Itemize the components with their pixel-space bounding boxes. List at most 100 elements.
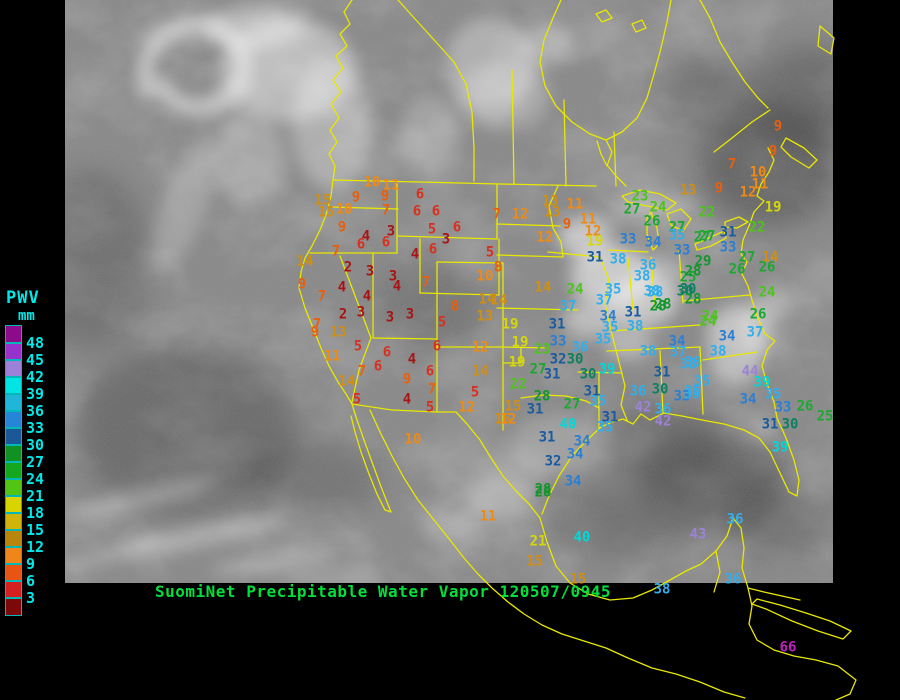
station-value: 37 (559, 298, 577, 315)
station-value: 34 (573, 433, 591, 450)
station-value: 22 (748, 219, 766, 236)
station-value: 10 (749, 164, 767, 181)
station-value: 35 (601, 319, 619, 336)
station-value: 6 (382, 344, 392, 361)
station-value: 12 (536, 229, 554, 246)
station-value: 7 (427, 381, 437, 398)
station-value: 7 (312, 316, 322, 333)
legend-label: 21 (26, 487, 45, 505)
station-value: 24 (758, 284, 776, 301)
station-value: 26 (749, 306, 767, 323)
station-value: 31 (624, 304, 642, 321)
station-value: 8 (493, 259, 503, 276)
station-value: 4 (410, 246, 420, 263)
station-value: 34 (566, 446, 584, 463)
station-value: 15 (504, 398, 522, 415)
station-value: 38 (639, 343, 657, 360)
station-value: 36 (654, 401, 672, 418)
station-value: 26 (728, 261, 746, 278)
station-value: 13 (543, 204, 561, 221)
legend-swatch (5, 376, 22, 395)
station-value: 14 (490, 292, 508, 309)
station-value: 15 (317, 204, 335, 221)
station-value: 37 (746, 324, 764, 341)
station-value: 10 (404, 431, 422, 448)
legend-swatch (5, 563, 22, 582)
station-value: 35 (596, 419, 614, 436)
station-value: 28 (649, 298, 667, 315)
station-value: 35 (693, 373, 711, 390)
station-value: 19 (508, 354, 526, 371)
station-value: 37 (595, 292, 613, 309)
station-value: 9 (310, 324, 320, 341)
station-value: 34 (564, 473, 582, 490)
station-value: 31 (601, 409, 619, 426)
station-value: 7 (331, 243, 341, 260)
station-value: 40 (559, 416, 577, 433)
station-value: 35 (604, 281, 622, 298)
legend-label: 30 (26, 436, 45, 454)
legend-swatch (5, 410, 22, 429)
station-value: 23 (533, 341, 551, 358)
station-value: 27 (529, 361, 547, 378)
station-value: 36 (724, 571, 742, 588)
station-value: 42 (634, 399, 652, 416)
station-value: 27 (668, 219, 686, 236)
station-value: 30 (651, 381, 669, 398)
station-value: 19 (764, 199, 782, 216)
station-value: 30 (579, 366, 597, 383)
station-value: 6 (428, 241, 438, 258)
legend-label: 15 (26, 521, 45, 539)
station-value: 31 (538, 429, 556, 446)
legend-unit: mm (18, 308, 35, 324)
station-value: 6 (412, 203, 422, 220)
station-value: 19 (501, 316, 519, 333)
station-value: 26 (796, 398, 814, 415)
station-value: 11 (751, 176, 769, 193)
station-value: 31 (719, 224, 737, 241)
station-value: 27 (738, 249, 756, 266)
station-value: 38 (709, 343, 727, 360)
station-value: 5 (425, 399, 435, 416)
station-value: 14 (296, 253, 314, 270)
station-value: 40 (573, 529, 591, 546)
station-value: 25 (679, 269, 697, 286)
station-value: 6 (373, 358, 383, 375)
station-value: 43 (689, 526, 707, 543)
station-value: 33 (549, 333, 567, 350)
station-value: 7 (357, 363, 367, 380)
station-value: 25 (816, 408, 834, 425)
legend-swatch (5, 529, 22, 548)
station-value: 33 (673, 242, 691, 259)
station-value: 33 (774, 399, 792, 416)
station-value: 6 (432, 338, 442, 355)
station-value: 35 (683, 386, 701, 403)
station-value: 5 (485, 244, 495, 261)
station-value: 9 (380, 188, 390, 205)
legend-label: 3 (26, 589, 36, 607)
legend-swatch (5, 546, 22, 565)
station-value: 3 (405, 306, 415, 323)
station-value: 28 (534, 481, 552, 498)
station-value: 32 (544, 453, 562, 470)
station-value: 31 (761, 416, 779, 433)
station-value: 10 (476, 268, 494, 285)
station-value: 7 (381, 202, 391, 219)
station-value: 11 (323, 348, 341, 365)
station-value: 6 (381, 234, 391, 251)
station-value: 4 (407, 351, 417, 368)
station-value: 9 (562, 216, 572, 233)
station-value: 3 (388, 268, 398, 285)
legend-swatch (5, 495, 22, 514)
station-value: 31 (653, 364, 671, 381)
station-value: 8 (450, 298, 460, 315)
legend-title: PWV (6, 288, 40, 308)
station-value: 31 (586, 249, 604, 266)
station-value: 4 (337, 279, 347, 296)
station-value: 28 (534, 484, 552, 501)
legend-swatch (5, 444, 22, 463)
station-value: 66 (779, 639, 797, 656)
station-value: 7 (492, 206, 502, 223)
station-value: 39 (598, 361, 616, 378)
station-value: 35 (683, 383, 701, 400)
